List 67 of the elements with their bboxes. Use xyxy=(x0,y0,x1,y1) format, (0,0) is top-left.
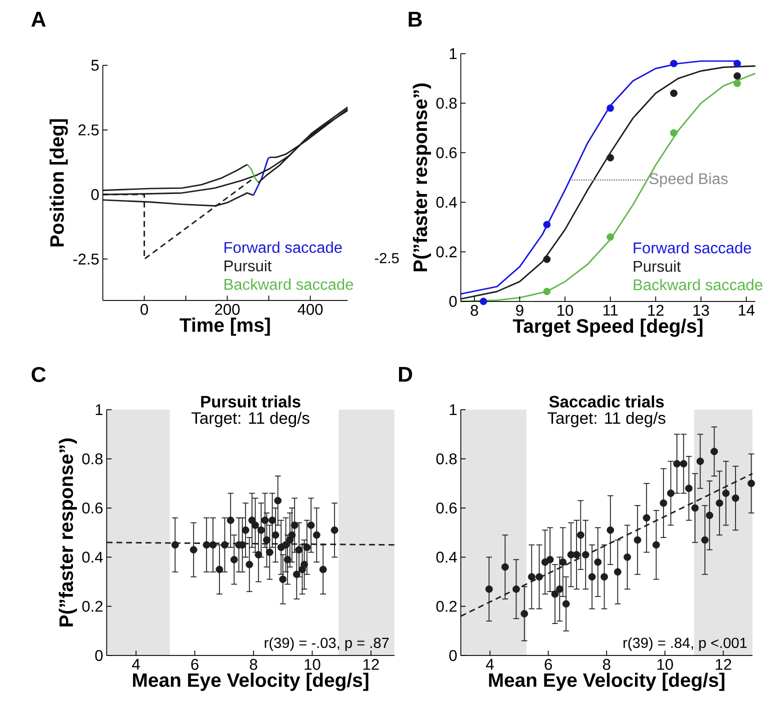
x-axis-title: Target Speed [deg/s] xyxy=(512,318,702,337)
y-tick-label: 1 xyxy=(450,404,457,415)
y-tick-label: 0 xyxy=(449,650,457,661)
x-tick-label: 8 xyxy=(470,304,478,316)
x-tick-label: 200 xyxy=(215,304,240,315)
x-tick-label: 6 xyxy=(544,658,552,670)
text: C xyxy=(32,366,46,382)
x-tick-label: 9 xyxy=(516,304,524,316)
y-tick-label: 0.8 xyxy=(436,98,457,109)
y-tick-label: 0 xyxy=(91,188,99,200)
x-axis-title: Mean Eye Velocity [deg/s] xyxy=(489,672,724,691)
text: A xyxy=(31,12,46,26)
annotation: Speed Bias xyxy=(649,172,728,188)
x-tick-label: 8 xyxy=(602,658,610,670)
text: Backward saccade xyxy=(634,278,762,290)
x-tick-label: 12 xyxy=(648,304,664,316)
text: Pursuit xyxy=(634,260,681,272)
y-tick-label: 0.8 xyxy=(82,453,103,464)
chart-subtitle: Target: 11 deg/s xyxy=(192,412,310,428)
y-tick-label: 0 xyxy=(95,650,103,661)
x-tick-label: 14 xyxy=(738,304,754,316)
x-axis-title: Time [ms] xyxy=(180,318,270,336)
text: Pursuit xyxy=(224,260,272,272)
annotation: r(39) = -.03, p = .87 xyxy=(264,637,389,651)
x-tick-label: 4 xyxy=(132,658,140,670)
y-tick-label: 0.8 xyxy=(436,453,457,464)
y-tick-label: 0.6 xyxy=(82,502,103,514)
x-tick-label: 10 xyxy=(657,658,673,670)
y-tick-label: 0.2 xyxy=(82,600,102,612)
y-axis-title: P(”faster response”) xyxy=(412,83,432,272)
y-axis-title: P(”faster response”) xyxy=(58,438,77,626)
x-tick-label: 10 xyxy=(304,658,320,670)
y-tick-label: 0.4 xyxy=(436,552,457,563)
y-tick-label: 1 xyxy=(96,404,102,415)
x-tick-label: 10 xyxy=(558,304,574,316)
text: D xyxy=(399,366,412,382)
x-tick-label: 4 xyxy=(486,658,494,670)
text: B xyxy=(408,12,422,26)
chart-title: Pursuit trials xyxy=(201,395,300,408)
y-tick-label: 0 xyxy=(449,296,457,307)
text: -2.5 xyxy=(374,252,399,264)
chart-subtitle: Target: 11 deg/s xyxy=(548,412,666,428)
x-tick-label: 8 xyxy=(250,658,258,670)
y-tick-label: 0.4 xyxy=(436,196,457,208)
y-tick-label: 0.2 xyxy=(436,600,457,612)
x-tick-label: 400 xyxy=(298,304,323,315)
y-tick-label: 1 xyxy=(450,48,457,59)
x-tick-label: 0 xyxy=(140,304,148,315)
x-axis-title: Mean Eye Velocity [deg/s] xyxy=(133,672,368,691)
x-tick-label: 6 xyxy=(191,658,198,670)
y-tick-label: 0.6 xyxy=(436,502,457,514)
y-tick-label: 2.5 xyxy=(78,124,99,136)
text: Forward saccade xyxy=(634,242,752,254)
y-tick-label: 0.6 xyxy=(436,147,457,158)
text: Backward saccade xyxy=(224,278,354,290)
x-tick-label: 12 xyxy=(716,658,732,670)
y-tick-label: 0.2 xyxy=(436,246,457,258)
chart-title: Saccadic trials xyxy=(549,395,664,408)
y-axis-title: Position [deg] xyxy=(50,119,68,246)
annotation: r(39) = .84, p <.001 xyxy=(624,637,747,651)
y-tick-label: -2.5 xyxy=(73,253,99,264)
x-tick-label: 12 xyxy=(363,658,379,670)
x-tick-label: 13 xyxy=(694,304,709,316)
text: Forward saccade xyxy=(224,241,342,253)
y-tick-label: 0.4 xyxy=(82,552,103,563)
y-tick-label: 5 xyxy=(91,60,99,71)
x-tick-label: 11 xyxy=(603,304,618,316)
